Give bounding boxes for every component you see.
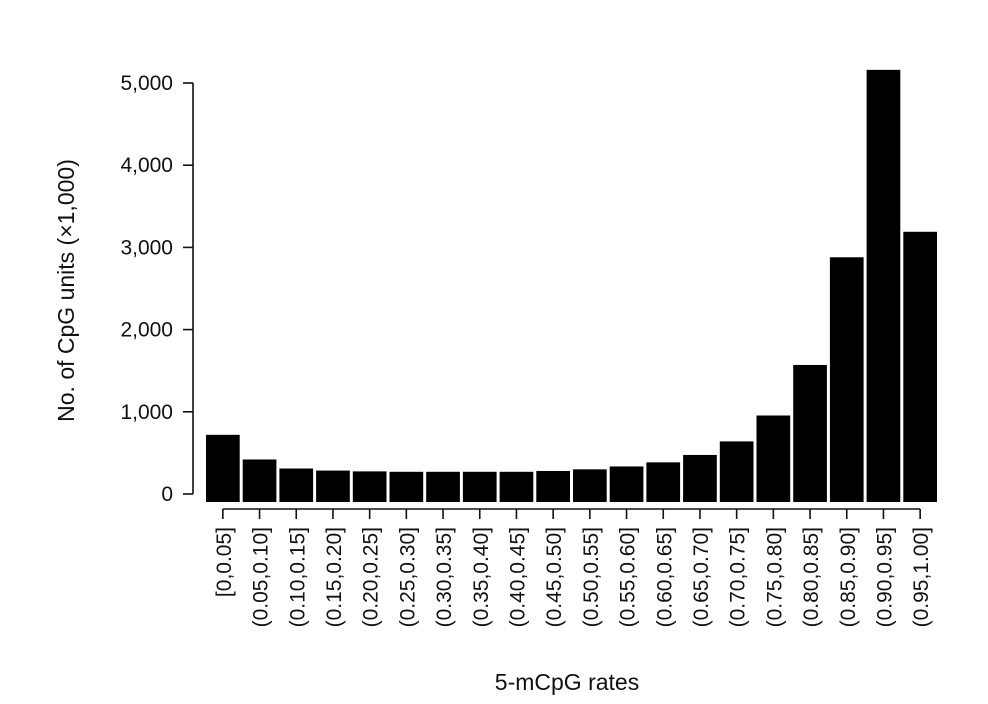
- x-tick-label: (0.65,0.70]: [690, 527, 713, 627]
- y-axis-title: No. of CpG units (×1,000): [53, 159, 79, 422]
- y-tick-label: 2,000: [120, 319, 173, 342]
- y-tick-label: 1,000: [120, 401, 173, 424]
- x-tick-label: (0.60,0.65]: [653, 527, 676, 627]
- x-tick-label: (0.55,0.60]: [617, 527, 640, 627]
- x-tick-label: (0.95,1.00]: [910, 527, 933, 627]
- bar-11: [573, 469, 607, 502]
- y-tick-label: 4,000: [120, 154, 173, 177]
- y-tick-label: 3,000: [120, 236, 173, 259]
- bar-4: [316, 470, 350, 502]
- x-tick-label: (0.45,0.50]: [543, 527, 566, 627]
- bars-layer: [206, 69, 937, 502]
- x-tick-label: (0.75,0.80]: [763, 527, 786, 627]
- x-tick-label: (0.40,0.45]: [506, 527, 529, 627]
- x-tick-label: (0.25,0.30]: [396, 527, 419, 627]
- bar-16: [756, 415, 791, 502]
- x-tick-label: (0.35,0.40]: [470, 527, 493, 627]
- bar-14: [683, 454, 717, 502]
- bar-15: [719, 441, 754, 502]
- x-tick-label: (0.15,0.20]: [323, 527, 346, 627]
- bar-10: [536, 470, 570, 502]
- x-tick-label: (0.20,0.25]: [360, 527, 383, 627]
- bar-5: [352, 471, 387, 502]
- bar-1: [206, 434, 240, 502]
- bar-19: [866, 69, 901, 502]
- x-tick-label: (0.70,0.75]: [727, 527, 750, 627]
- bar-9: [499, 471, 534, 502]
- x-axis: [0,0.05] (0.05,0.10] (0.10,0.15] (0.15,0.20…: [213, 508, 933, 627]
- x-tick-label: (0.50,0.55]: [580, 527, 603, 627]
- x-tick-label: (0.85,0.90]: [837, 527, 860, 627]
- bar-20: [903, 231, 937, 502]
- bar-6: [389, 471, 424, 502]
- bar-18: [829, 257, 864, 502]
- x-axis-title: 5-mCpG rates: [495, 669, 639, 695]
- bar-8: [462, 471, 497, 502]
- x-tick-label: [0,0.05]: [213, 527, 236, 597]
- bar-7: [426, 471, 460, 502]
- bar-3: [279, 468, 314, 502]
- y-tick-label: 0: [161, 483, 173, 506]
- y-axis: 0 1,000 2,000 3,000 4,000 5,000: [120, 72, 194, 506]
- x-tick-label: (0.10,0.15]: [286, 527, 309, 627]
- bar-17: [793, 364, 827, 502]
- x-tick-label: (0.30,0.35]: [433, 527, 456, 627]
- y-tick-label: 5,000: [120, 72, 173, 95]
- x-tick-label: (0.90,0.95]: [873, 527, 896, 627]
- bar-13: [646, 462, 681, 502]
- bar-2: [242, 459, 277, 502]
- x-tick-label: (0.05,0.10]: [250, 527, 273, 627]
- bar-12: [609, 466, 644, 502]
- x-tick-label: (0.80,0.85]: [800, 527, 823, 627]
